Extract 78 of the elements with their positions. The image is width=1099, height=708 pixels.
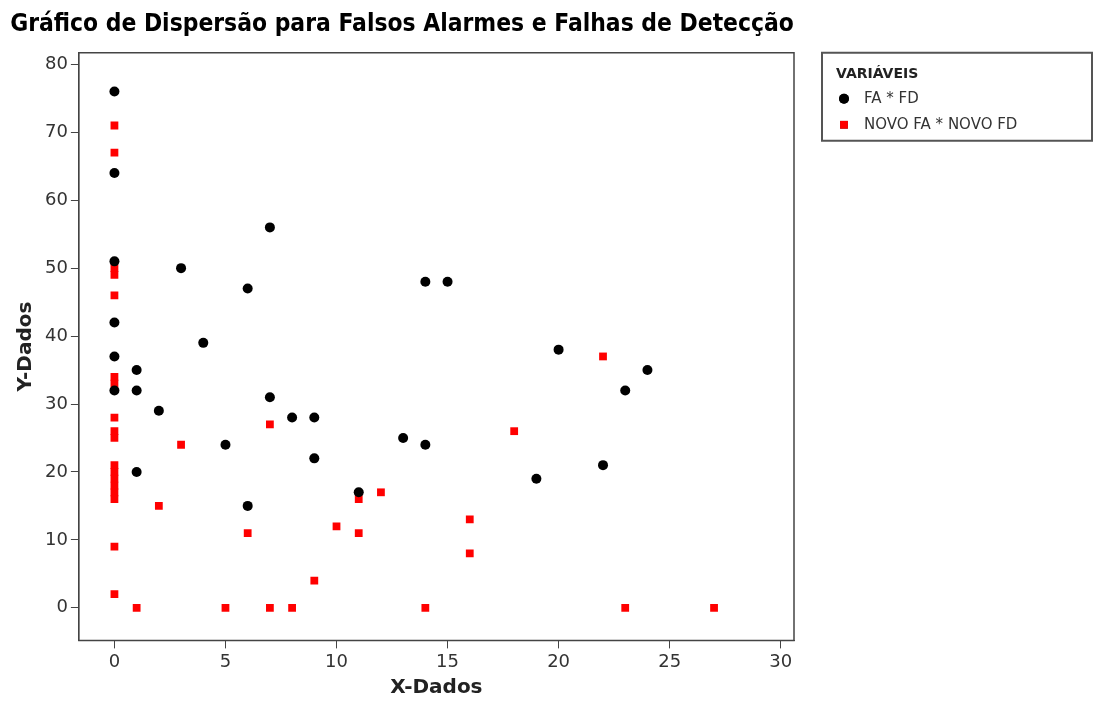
point <box>377 488 385 497</box>
x-axis-title: X-Dados <box>390 674 483 699</box>
point <box>242 283 253 294</box>
point <box>110 148 119 157</box>
point <box>309 453 320 464</box>
x-tick-label: 30 <box>769 649 793 671</box>
point <box>131 365 142 376</box>
point <box>598 460 609 471</box>
point <box>442 276 453 287</box>
point <box>287 412 298 423</box>
point <box>110 271 119 279</box>
point <box>242 500 253 511</box>
point <box>153 405 164 416</box>
point <box>310 576 319 585</box>
point <box>465 549 474 558</box>
point <box>110 542 119 551</box>
y-tick-label: 30 <box>45 391 68 413</box>
point <box>420 439 431 450</box>
point <box>288 603 296 612</box>
point <box>332 522 341 531</box>
point <box>264 222 275 233</box>
y-tick-label: 50 <box>45 255 68 277</box>
point <box>132 603 141 612</box>
point <box>421 603 430 612</box>
point <box>621 603 630 612</box>
point <box>109 168 120 179</box>
legend-label: FA * FD <box>864 88 919 107</box>
x-tick-label: 10 <box>325 649 348 671</box>
point <box>420 276 431 287</box>
legend-title: VARIÁVEIS <box>836 65 919 82</box>
x-tick-label: 15 <box>436 649 460 671</box>
y-tick-label: 80 <box>45 52 68 74</box>
point <box>110 434 119 442</box>
point <box>220 439 231 450</box>
point <box>642 365 653 376</box>
point <box>221 603 230 612</box>
point <box>398 432 409 443</box>
x-tick-label: 5 <box>219 649 232 671</box>
point <box>354 529 363 537</box>
point <box>110 291 119 300</box>
point <box>553 344 564 355</box>
chart-title: Gráfico de Dispersão para Falsos Alarmes e Falhas de Detecção <box>10 8 794 36</box>
point <box>154 502 163 510</box>
point <box>266 420 274 429</box>
point <box>131 385 142 396</box>
x-tick-label: 25 <box>658 649 682 671</box>
point <box>465 515 474 524</box>
y-tick-label: 20 <box>45 459 68 481</box>
point <box>109 351 120 362</box>
point <box>109 317 120 328</box>
point <box>531 473 542 484</box>
point <box>510 427 519 436</box>
point <box>109 385 120 396</box>
legend-label: NOVO FA * NOVO FD <box>864 114 1018 133</box>
point <box>109 86 120 97</box>
point <box>266 603 274 612</box>
point <box>110 590 119 599</box>
point <box>620 385 631 396</box>
point <box>177 440 185 449</box>
point <box>243 529 252 537</box>
point <box>176 263 187 274</box>
y-tick-label: 70 <box>45 119 68 141</box>
point <box>131 466 142 477</box>
x-tick-label: 0 <box>108 649 121 671</box>
y-tick-label: 60 <box>45 187 68 209</box>
y-tick-label: 40 <box>45 323 68 345</box>
point <box>110 495 119 503</box>
point <box>309 412 320 423</box>
point <box>599 352 607 361</box>
point <box>264 392 275 403</box>
y-tick-label: 0 <box>56 595 68 617</box>
point <box>198 337 209 348</box>
point <box>353 487 364 498</box>
x-tick-label: 20 <box>547 649 571 671</box>
y-tick-label: 10 <box>45 527 68 549</box>
point <box>109 256 120 267</box>
point <box>710 603 718 612</box>
y-axis-title: Y-Dados <box>12 301 37 393</box>
